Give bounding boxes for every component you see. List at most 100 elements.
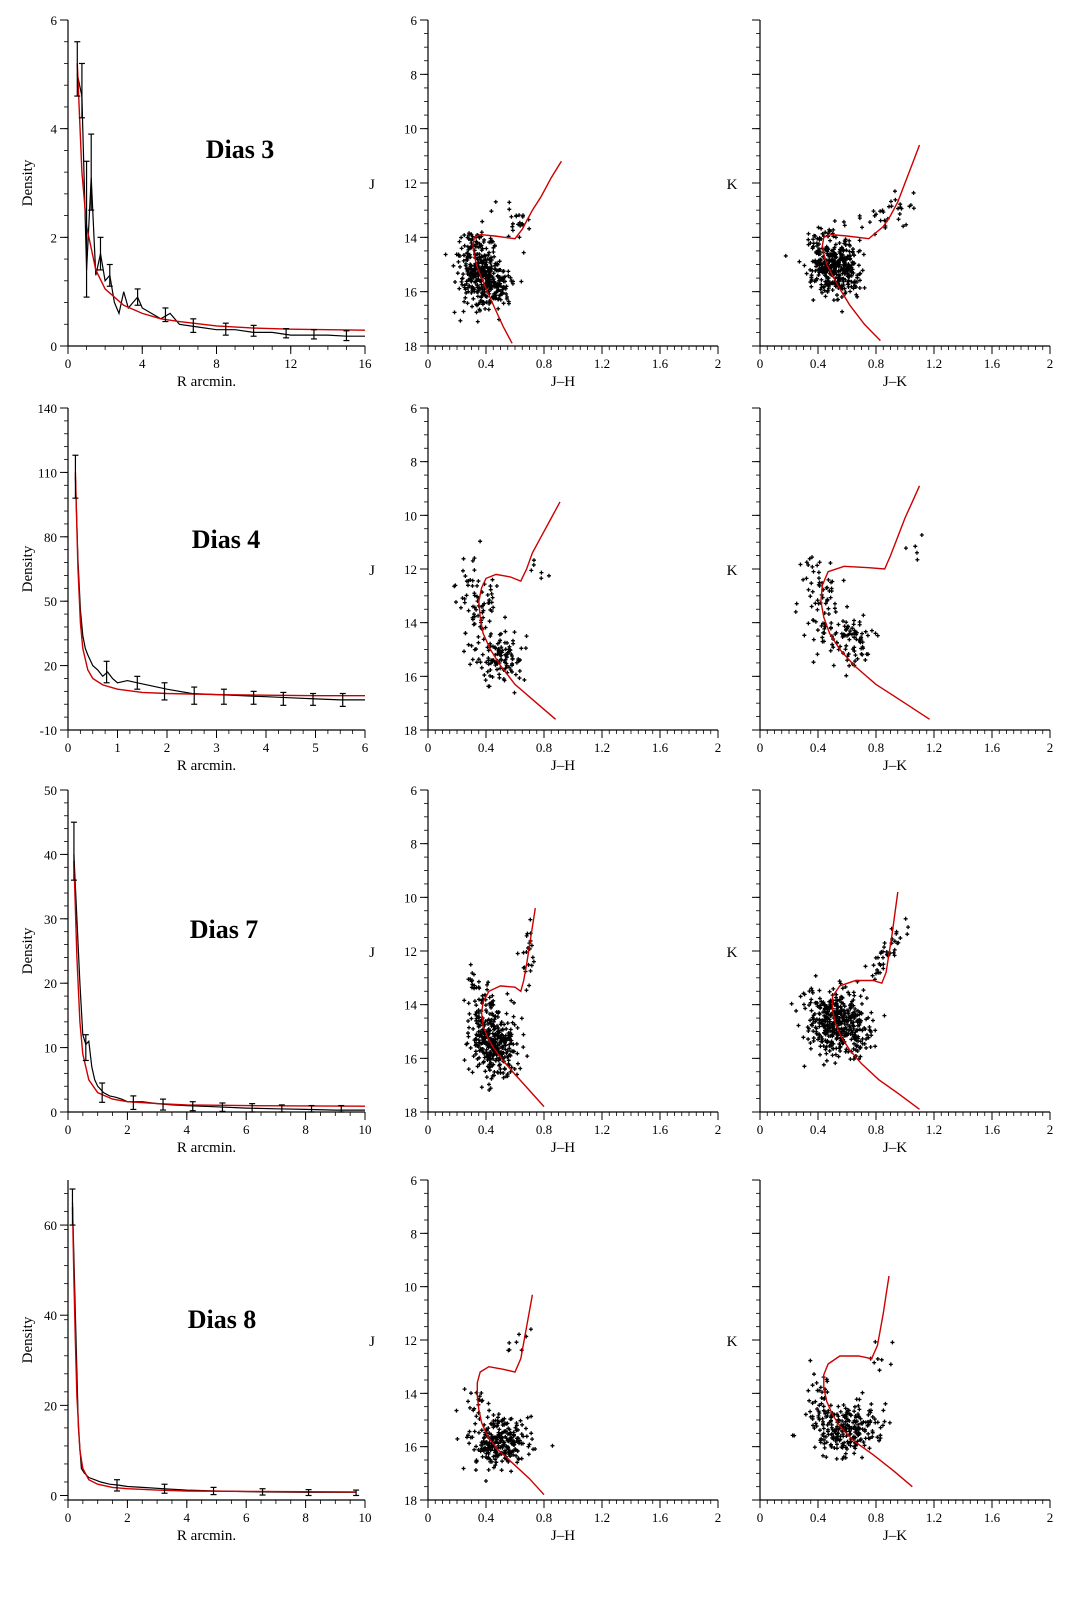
star-point <box>472 1429 477 1434</box>
star-point <box>841 1018 846 1023</box>
star-point <box>500 1459 505 1464</box>
x-tick-label: 0 <box>425 1510 432 1525</box>
star-point <box>868 1418 873 1423</box>
star-point <box>485 1415 490 1420</box>
y-tick-label: 18 <box>404 1105 417 1120</box>
star-point <box>526 1444 531 1449</box>
star-point <box>492 263 497 268</box>
star-point <box>847 631 852 636</box>
star-point <box>518 1066 523 1071</box>
panel-dias4-rdp: 0 1 2 3 4 5 6 -10 20 50 80 110 140 R arcmin. Density Di… <box>20 401 369 774</box>
star-point <box>473 1468 478 1473</box>
y-tick-label: 10 <box>44 1041 57 1056</box>
star-point <box>524 988 529 993</box>
star-point <box>852 280 857 285</box>
star-point <box>504 284 509 289</box>
star-point <box>873 1339 878 1344</box>
star-point <box>513 672 518 677</box>
star-point <box>507 1449 512 1454</box>
star-point <box>804 560 809 565</box>
star-point <box>894 929 899 934</box>
star-point <box>846 274 851 279</box>
star-point <box>506 299 511 304</box>
star-point <box>474 1414 479 1419</box>
star-point <box>488 667 493 672</box>
star-point <box>490 239 495 244</box>
star-point <box>488 584 493 589</box>
y-tick-label: 110 <box>38 465 57 480</box>
star-point <box>868 1045 873 1050</box>
star-point <box>855 656 860 661</box>
star-point <box>848 1003 853 1008</box>
star-point <box>801 1002 806 1007</box>
star-point <box>476 634 481 639</box>
star-point <box>904 222 909 227</box>
star-point <box>808 1409 813 1414</box>
star-point <box>875 967 880 972</box>
star-point <box>870 1430 875 1435</box>
star-point <box>812 1445 817 1450</box>
star-point <box>462 253 467 258</box>
star-point <box>855 1023 860 1028</box>
star-point <box>493 646 498 651</box>
cluster-label: Dias 7 <box>190 915 259 944</box>
star-point <box>861 252 866 257</box>
star-point <box>529 1414 534 1419</box>
star-point <box>847 257 852 262</box>
star-point <box>892 947 897 952</box>
star-point <box>508 1435 513 1440</box>
star-point <box>855 275 860 280</box>
star-point <box>509 214 514 219</box>
star-point <box>490 284 495 289</box>
star-point <box>494 583 499 588</box>
star-point <box>463 295 468 300</box>
star-point <box>829 1418 834 1423</box>
star-point <box>469 1391 474 1396</box>
star-point <box>880 955 885 960</box>
x-tick-label: 8 <box>302 1510 309 1525</box>
star-point <box>857 1027 862 1032</box>
star-point <box>530 955 535 960</box>
stars <box>789 916 911 1069</box>
y-tick-label: 80 <box>44 530 57 545</box>
star-point <box>829 1431 834 1436</box>
x-tick-label: 0 <box>757 740 764 755</box>
star-point <box>819 258 824 263</box>
star-point <box>485 1054 490 1059</box>
star-point <box>843 1426 848 1431</box>
y-tick-label: 6 <box>411 13 418 28</box>
star-point <box>531 1447 536 1452</box>
star-point <box>843 268 848 273</box>
star-point <box>521 950 526 955</box>
star-point <box>870 1414 875 1419</box>
star-point <box>462 596 467 601</box>
star-point <box>476 640 481 645</box>
star-point <box>514 1340 519 1345</box>
star-point <box>878 951 883 956</box>
error-bar <box>162 307 169 323</box>
star-point <box>465 255 470 260</box>
star-point <box>822 1007 827 1012</box>
star-point <box>502 1066 507 1071</box>
star-point <box>847 1418 852 1423</box>
star-point <box>872 1360 877 1365</box>
star-point <box>830 1029 835 1034</box>
x-tick-label: 0.4 <box>810 356 827 371</box>
y-axis-label: Density <box>20 927 36 974</box>
x-tick-label: 0.4 <box>478 1122 495 1137</box>
star-point <box>806 563 811 568</box>
star-point <box>503 286 508 291</box>
star-point <box>834 992 839 997</box>
x-tick-label: 0.8 <box>868 740 884 755</box>
star-point <box>826 1408 831 1413</box>
star-point <box>789 1001 794 1006</box>
star-point <box>841 263 846 268</box>
star-point <box>503 666 508 671</box>
star-point <box>824 1051 829 1056</box>
star-point <box>854 1038 859 1043</box>
star-point <box>466 578 471 583</box>
star-point <box>470 304 475 309</box>
star-point <box>484 1454 489 1459</box>
star-point <box>502 1442 507 1447</box>
star-point <box>808 1358 813 1363</box>
